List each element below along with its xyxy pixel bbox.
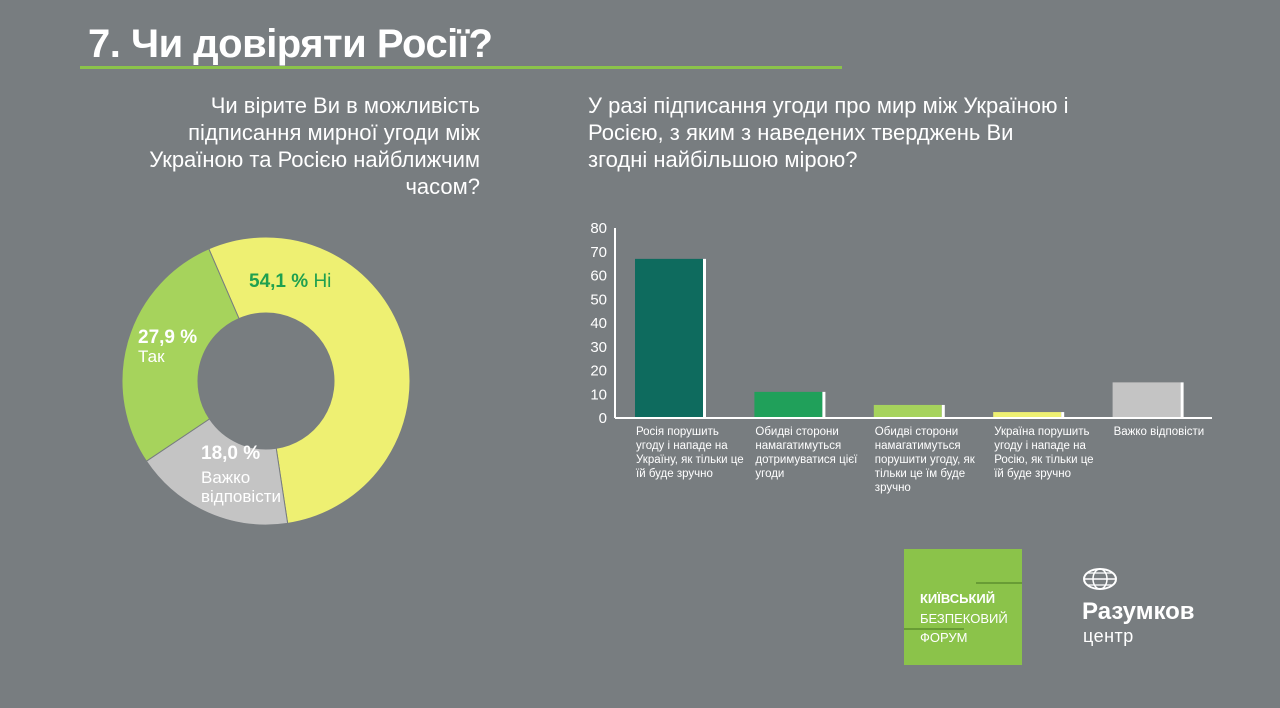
bar-category-label: Росія порушить угоду і нападе на Україну… bbox=[636, 426, 744, 480]
title-underline bbox=[80, 66, 842, 69]
y-tick-label: 50 bbox=[590, 291, 607, 308]
label-hard-name-line1: Важко bbox=[201, 468, 250, 487]
y-tick-label: 0 bbox=[599, 410, 607, 427]
donut-slice-1 bbox=[145, 418, 289, 526]
label-yes-pct: 27,9 % bbox=[138, 327, 197, 348]
donut-labels: 54,1 % Ні 27,9 % Так 18,0 % Важко відпов… bbox=[138, 271, 331, 506]
bar-category-label: Обидві сторони намагатимуться порушити у… bbox=[874, 426, 975, 494]
forum-name-line3: ФОРУМ bbox=[920, 630, 968, 645]
razumkov-logo-subtitle: центр bbox=[1083, 626, 1134, 646]
label-yes-name: Так bbox=[138, 347, 165, 366]
bar-highlight-0 bbox=[703, 258, 706, 418]
donut-slice-2 bbox=[121, 248, 240, 462]
label-hard-pct: 18,0 % bbox=[201, 443, 260, 464]
y-tick-label: 60 bbox=[590, 268, 607, 285]
donut-slice-0 bbox=[208, 236, 411, 524]
bar-0 bbox=[635, 258, 703, 418]
y-tick-label: 80 bbox=[590, 220, 607, 237]
label-no: 54,1 % Ні bbox=[249, 271, 331, 292]
bar-highlight-2 bbox=[941, 404, 945, 418]
y-tick-label: 30 bbox=[590, 339, 607, 356]
bar-highlight-3 bbox=[1061, 412, 1065, 418]
bar-chart: 0 10 20 30 40 50 60 70 80 bbox=[590, 220, 1212, 427]
y-tick-label: 70 bbox=[590, 244, 607, 261]
bar-4 bbox=[1112, 382, 1181, 418]
bar-3 bbox=[993, 412, 1062, 418]
globe-icon bbox=[1083, 568, 1117, 590]
y-tick-label: 20 bbox=[590, 363, 607, 380]
forum-logo-lines bbox=[904, 582, 1022, 630]
bar-highlight-4 bbox=[1180, 382, 1184, 418]
label-no-pct: 54,1 % bbox=[249, 271, 313, 292]
bar-question: У разі підписання угоди про мир між Укра… bbox=[588, 93, 1069, 172]
y-tick-label: 10 bbox=[590, 386, 607, 403]
donut-chart bbox=[121, 236, 411, 526]
label-no-name: Ні bbox=[313, 271, 331, 292]
forum-name-line1: КИЇВСЬКИЙ bbox=[920, 591, 996, 606]
label-hard-name-line2: відповісти bbox=[201, 487, 281, 506]
bar-category-label: Важко відповісти bbox=[1113, 426, 1205, 438]
donut-question: Чи вірите Ви в можливість підписання мир… bbox=[149, 93, 480, 199]
y-tick-label: 40 bbox=[590, 315, 607, 332]
bar-highlight-1 bbox=[822, 391, 826, 418]
bar-1 bbox=[754, 391, 823, 418]
bar-2 bbox=[873, 404, 942, 418]
forum-name-line2: БЕЗПЕКОВИЙ bbox=[920, 611, 1008, 626]
bar-category-label: Україна порушить угоду і нападе на Росію… bbox=[994, 426, 1094, 480]
page-title: 7. Чи довіряти Росії? bbox=[88, 22, 493, 66]
bar-category-label: Обидві сторони намагатимуться дотримуват… bbox=[755, 426, 858, 480]
razumkov-logo-name: Разумков bbox=[1082, 598, 1195, 625]
kyiv-security-forum-logo: КИЇВСЬКИЙ БЕЗПЕКОВИЙ ФОРУМ bbox=[904, 549, 1022, 665]
